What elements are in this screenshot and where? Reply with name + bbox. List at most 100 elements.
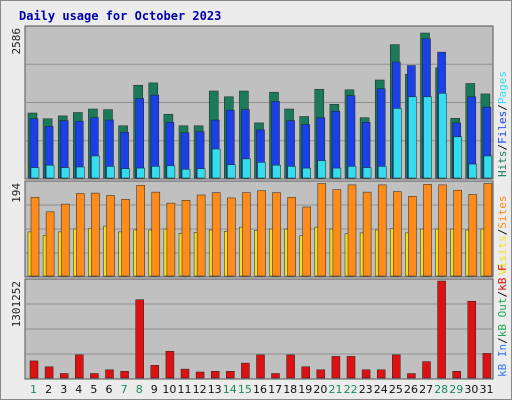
kb-f-bar (301, 366, 310, 379)
pages-bar (483, 155, 493, 179)
kb-f-bar (75, 354, 84, 379)
sites-bar (272, 192, 281, 277)
day-label: 22 (344, 383, 358, 396)
kb-f-bar (226, 371, 235, 379)
legend-entry: / (496, 144, 509, 151)
pages-bar (453, 136, 462, 179)
legend-entry: Pages (496, 71, 509, 104)
sites-bar (151, 191, 161, 277)
day-label: 1 (30, 383, 37, 396)
sites-bar (196, 194, 206, 277)
sites-bar (468, 194, 478, 277)
kb-f-bar (482, 353, 492, 379)
pages-bar (242, 158, 251, 179)
day-label: 19 (298, 383, 312, 396)
sites-bar (453, 189, 462, 277)
sites-bar (242, 192, 251, 277)
kb-f-bar (59, 373, 69, 379)
pages-bar (196, 168, 206, 179)
kb-f-bar (135, 299, 144, 379)
pages-bar (272, 164, 281, 179)
legend-entry: / (496, 337, 509, 344)
pages-bar (287, 166, 296, 179)
pages-bar (151, 166, 161, 179)
pages-bar (468, 163, 478, 179)
kb-f-bar (120, 371, 129, 379)
kb-f-bar (105, 369, 114, 379)
kb-f-bar (392, 354, 401, 379)
pages-bar (136, 167, 145, 179)
day-label: 4 (75, 383, 82, 396)
pages-bar (302, 167, 311, 179)
kb-f-bar (195, 371, 205, 379)
legend-entry: Sites (496, 196, 509, 229)
sites-bar (181, 200, 191, 277)
legend-bottom: kB In/kB Out/kB F (496, 264, 509, 377)
sites-bar (423, 184, 432, 277)
legend-middle: Visits/Sites (496, 196, 509, 276)
kb-f-bar (422, 361, 431, 379)
day-label: 10 (162, 383, 176, 396)
legend-top: Hits/Files/Pages (496, 71, 509, 177)
pages-bar (393, 108, 402, 179)
day-label: 23 (359, 383, 373, 396)
legend-entry: kB F (496, 264, 509, 291)
pages-bar (211, 148, 221, 179)
day-label: 5 (90, 383, 97, 396)
day-label: 17 (268, 383, 282, 396)
pages-bar (347, 166, 357, 179)
legend-entry: / (496, 229, 509, 236)
y-axis-max-label: 2586 (10, 28, 23, 55)
day-label: 8 (136, 383, 143, 396)
kb-f-bar (271, 373, 280, 379)
sites-bar (377, 184, 387, 277)
pages-bar (121, 168, 130, 179)
pages-bar (166, 165, 176, 179)
day-label: 7 (121, 383, 128, 396)
pages-bar (377, 166, 387, 179)
sites-bar (438, 184, 447, 277)
pages-bar (60, 167, 70, 179)
sites-bar (393, 191, 402, 277)
pages-bar (257, 162, 266, 179)
day-label: 14 (223, 383, 237, 396)
day-label: 11 (178, 383, 192, 396)
day-label: 13 (208, 383, 222, 396)
pages-bar (227, 164, 236, 179)
kb-f-bar (44, 366, 54, 379)
pages-bar (423, 96, 432, 179)
sites-bar (332, 189, 342, 277)
kb-f-bar (437, 280, 446, 379)
day-label: 12 (193, 383, 207, 396)
pages-bar (30, 167, 40, 179)
sites-bar (166, 202, 176, 277)
sites-bar (287, 197, 296, 277)
files-bar (346, 95, 356, 179)
sites-bar (257, 190, 266, 277)
sites-bar (45, 211, 55, 277)
pages-bar (106, 166, 115, 179)
day-label: 16 (253, 383, 267, 396)
kb-f-bar (361, 369, 371, 379)
kb-f-bar (346, 356, 356, 379)
day-label: 2 (45, 383, 52, 396)
sites-bar (211, 192, 221, 277)
sites-bar (121, 199, 130, 277)
sites-bar (227, 197, 236, 277)
sites-bar (30, 197, 40, 277)
day-label: 20 (313, 383, 327, 396)
sites-bar (408, 196, 417, 277)
day-label: 26 (404, 383, 418, 396)
kb-f-bar (407, 373, 416, 379)
legend-entry: Hits (496, 151, 509, 178)
chart-title: Daily usage for October 2023 (19, 9, 222, 23)
kb-f-bar (241, 362, 250, 379)
day-label: 9 (151, 383, 158, 396)
day-label: 27 (419, 383, 433, 396)
day-label: 28 (434, 383, 448, 396)
kb-f-bar (452, 371, 461, 379)
legend-entry: kB In (496, 344, 509, 377)
sites-bar (302, 206, 311, 277)
